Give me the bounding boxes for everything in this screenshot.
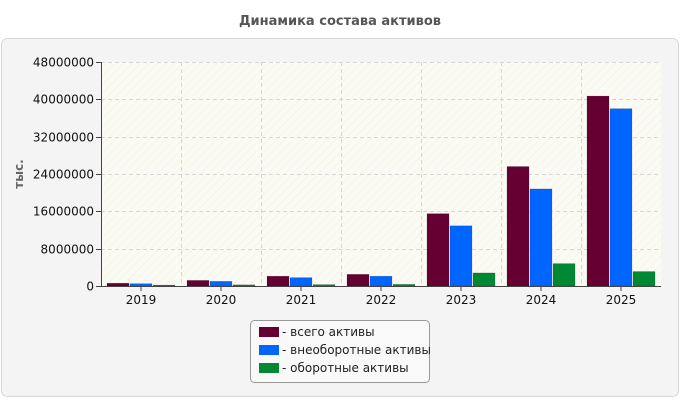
legend: - всего активы - внеоборотные активы - обо…: [250, 320, 431, 383]
y-tick-label: 48000000: [33, 56, 94, 70]
y-tick-label: 0: [86, 280, 94, 294]
legend-swatch-1: [259, 327, 279, 337]
bar-2019-series-3: [152, 284, 176, 287]
bar-2021-series-1: [266, 275, 290, 287]
grid-lines: [101, 62, 661, 286]
bar-2022-series-3: [392, 284, 416, 287]
bar-2024-series-3: [552, 263, 576, 287]
bar-2021-series-3: [312, 284, 336, 287]
x-tick-label: 2022: [366, 293, 397, 307]
chart-title: Динамика состава активов: [239, 14, 441, 29]
x-tick-label: 2020: [206, 293, 237, 307]
bar-2020-series-2: [209, 281, 233, 287]
bar-2023-series-1: [426, 213, 450, 287]
legend-label-1: - всего активы: [282, 325, 375, 339]
bar-2022-series-2: [369, 275, 393, 287]
bar-series: [106, 95, 656, 287]
legend-box: [250, 320, 430, 383]
bar-2021-series-2: [289, 277, 313, 287]
bar-2025-series-1: [586, 95, 610, 287]
bar-2019-series-1: [106, 282, 130, 287]
y-tick-label: 8000000: [41, 243, 94, 257]
x-tick-label: 2024: [526, 293, 557, 307]
y-axis-unit-label: тыс.: [12, 159, 26, 188]
legend-label-3: - оборотные активы: [282, 361, 409, 375]
bar-2025-series-3: [632, 271, 656, 287]
y-tick-label: 24000000: [33, 168, 94, 182]
legend-label-2: - внеоборотные активы: [282, 343, 431, 357]
x-tick-label: 2021: [286, 293, 317, 307]
bar-2020-series-1: [186, 280, 210, 287]
bar-2025-series-2: [609, 108, 633, 287]
bar-2022-series-1: [346, 274, 370, 287]
bar-2023-series-2: [449, 225, 473, 287]
bar-2024-series-1: [506, 166, 530, 287]
bar-2024-series-2: [529, 188, 553, 287]
bar-2019-series-2: [129, 283, 153, 287]
x-tick-label: 2023: [446, 293, 477, 307]
axes: 0 8000000 16000000 24000000 32000000 40000000…: [33, 56, 661, 307]
y-tick-label: 32000000: [33, 131, 94, 145]
y-tick-label: 16000000: [33, 205, 94, 219]
legend-swatch-2: [259, 345, 279, 355]
x-tick-label: 2025: [606, 293, 637, 307]
legend-swatch-3: [259, 363, 279, 373]
y-tick-label: 40000000: [33, 93, 94, 107]
x-tick-label: 2019: [126, 293, 157, 307]
bar-2023-series-3: [472, 272, 496, 287]
bar-2020-series-3: [232, 284, 256, 287]
